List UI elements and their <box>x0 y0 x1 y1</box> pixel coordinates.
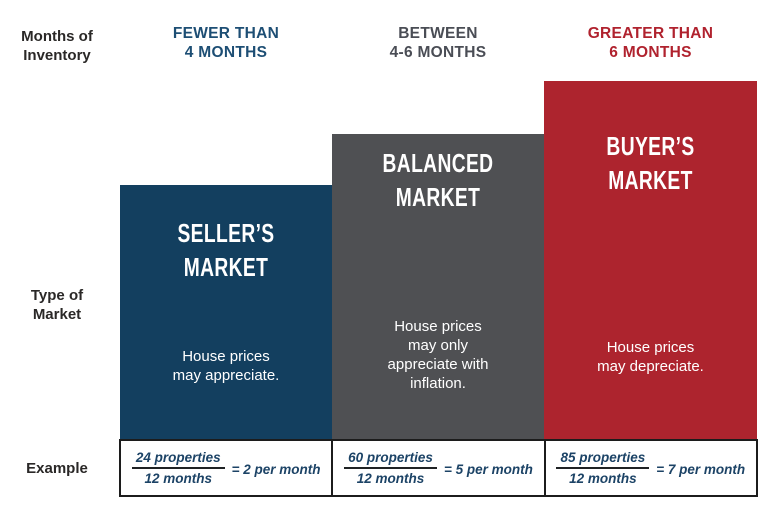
balanced-market-bar: BALANCED MARKET House prices may only ap… <box>332 134 544 439</box>
example-cell-buyers-market: 85 properties 12 months = 7 per month <box>546 441 756 495</box>
fraction: 85 properties 12 months <box>556 450 650 486</box>
sellers-market-description: House prices may appreciate. <box>172 348 280 384</box>
sellers-market-title: SELLER’S MARKET <box>177 218 275 282</box>
header-fewer-than-4-months: FEWER THAN 4 MONTHS <box>172 25 280 61</box>
fraction-numerator: 85 properties <box>556 450 650 469</box>
example-table: 24 properties 12 months = 2 per month 60… <box>119 439 758 497</box>
fraction-numerator: 60 properties <box>344 450 437 469</box>
header-between-4-6-months: BETWEEN 4-6 MONTHS <box>389 25 487 61</box>
buyers-market-title: BUYER’S MARKET <box>606 131 695 195</box>
balanced-market-title: BALANCED MARKET <box>382 148 494 212</box>
balanced-market-description: House prices may only appreciate with in… <box>387 318 489 392</box>
fraction-numerator: 24 properties <box>131 450 225 469</box>
fraction: 24 properties 12 months <box>131 450 225 486</box>
example-cell-balanced-market: 60 properties 12 months = 5 per month <box>333 441 546 495</box>
buyers-market-description: House prices may depreciate. <box>597 339 704 375</box>
buyers-market-example-equation: 85 properties 12 months = 7 per month <box>556 450 745 486</box>
fraction-denominator: 12 months <box>144 471 212 486</box>
fraction-result: = 7 per month <box>656 461 746 477</box>
row-label-type-of-market: Type of Market <box>30 287 84 323</box>
fraction-denominator: 12 months <box>356 471 425 486</box>
fraction-result: = 5 per month <box>443 461 533 477</box>
balanced-market-example-equation: 60 properties 12 months = 5 per month <box>344 450 533 486</box>
row-label-months-of-inventory: Months of Inventory <box>21 28 93 64</box>
row-label-example: Example <box>26 460 88 477</box>
fraction-result: = 2 per month <box>231 461 321 477</box>
sellers-market-example-equation: 24 properties 12 months = 2 per month <box>131 450 321 486</box>
buyers-market-bar: BUYER’S MARKET House prices may deprecia… <box>544 81 757 439</box>
fraction-denominator: 12 months <box>569 471 637 486</box>
example-cell-sellers-market: 24 properties 12 months = 2 per month <box>121 441 334 495</box>
header-greater-than-6-months: GREATER THAN 6 MONTHS <box>587 25 714 61</box>
fraction: 60 properties 12 months <box>344 450 437 486</box>
sellers-market-bar: SELLER’S MARKET House prices may appreci… <box>120 185 332 439</box>
